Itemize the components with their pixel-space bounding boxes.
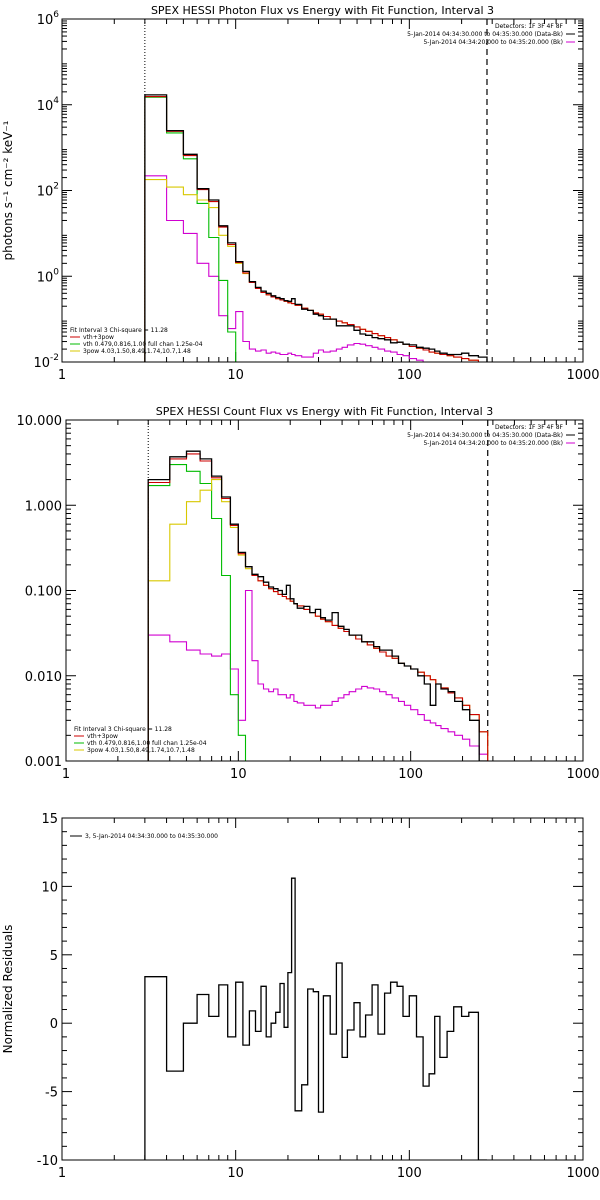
y-tick-exponent: 2 xyxy=(53,182,59,192)
y-tick-label: 104 xyxy=(37,96,60,114)
y-tick-base: 10 xyxy=(37,99,54,114)
legend-entry: 3, 5-Jan-2014 04:34:30.000 to 04:35:30.0… xyxy=(85,833,218,840)
x-tick-label: 10 xyxy=(227,368,244,383)
y-tick-base: 10 xyxy=(33,356,50,371)
legend-detectors: Detectors: 1F 3F 4F 8F xyxy=(495,424,564,431)
photon-flux-panel: SPEX HESSI Photon Flux vs Energy with Fi… xyxy=(1,4,600,383)
legend-detectors: Detectors: 1F 3F 4F 8F xyxy=(495,23,564,30)
y-axis-label: photons s⁻¹ cm⁻² keV⁻¹ xyxy=(1,120,15,260)
plot-frame xyxy=(65,419,584,762)
y-tick-label: -5 xyxy=(45,1086,58,1101)
x-tick-label: 1000 xyxy=(566,1166,599,1181)
y-tick-label: 15 xyxy=(41,812,58,827)
plot-frame xyxy=(61,18,584,363)
y-tick-exponent: 0 xyxy=(53,267,59,277)
series-line xyxy=(147,589,489,761)
plot-area xyxy=(144,877,487,1160)
series-line xyxy=(144,94,488,362)
legend-entry: vth+3pow xyxy=(83,334,114,341)
x-tick-label: 100 xyxy=(398,767,423,782)
y-tick-label: 0 xyxy=(50,1017,58,1032)
legend-fit-interval: Fit Interval 3 Chi-square = 11.28 xyxy=(74,726,172,733)
x-tick-label: 1 xyxy=(58,368,66,383)
chart-title: SPEX HESSI Count Flux vs Energy with Fit… xyxy=(156,405,493,418)
x-tick-label: 10 xyxy=(227,1166,244,1181)
y-tick-label: -10 xyxy=(37,1154,58,1169)
x-tick-label: 100 xyxy=(397,1166,422,1181)
y-tick-label: 102 xyxy=(37,182,59,200)
count-flux-panel: SPEX HESSI Count Flux vs Energy with Fit… xyxy=(17,405,600,782)
y-tick-label: 1.000 xyxy=(25,499,62,514)
y-tick-base: 10 xyxy=(37,185,54,200)
x-tick-label: 1000 xyxy=(566,767,599,782)
y-tick-label: 100 xyxy=(37,267,60,285)
legend-entry: vth 0.479,0.816,1.00 full chan 1.25e-04 xyxy=(87,740,207,747)
y-tick-label: 10 xyxy=(41,880,58,895)
legend-entry: 3pow 4.03,1.50,8.49,1.74,10.7,1.48 xyxy=(87,747,195,754)
y-tick-label: 0.100 xyxy=(25,585,62,600)
y-tick-label: 0.001 xyxy=(25,755,62,770)
y-tick-label: 10-2 xyxy=(33,353,59,371)
y-tick-label: 5 xyxy=(50,949,58,964)
plot-area xyxy=(147,450,489,761)
series-line xyxy=(144,175,487,362)
series-line xyxy=(147,479,489,761)
x-tick-label: 1 xyxy=(62,767,70,782)
legend-data-label: 5-Jan-2014 04:34:30.000 to 04:35:30.000 … xyxy=(407,31,563,38)
x-tick-label: 1000 xyxy=(566,368,599,383)
legend-bk-label: 5-Jan-2014 04:34:20.000 to 04:35:20.000 … xyxy=(423,39,563,46)
y-tick-base: 10 xyxy=(37,270,54,285)
legend-bk-label: 5-Jan-2014 04:34:20.000 to 04:35:20.000 … xyxy=(423,440,563,447)
y-tick-label: 106 xyxy=(37,10,60,28)
y-tick-exponent: -2 xyxy=(50,353,59,363)
y-tick-exponent: 4 xyxy=(53,96,59,106)
x-tick-label: 100 xyxy=(397,368,422,383)
plot-area xyxy=(144,94,488,362)
residuals-panel: 1 10 100 1000 15 10 5 0 -5 -10 Normalized Residual… xyxy=(1,812,600,1181)
y-tick-exponent: 6 xyxy=(53,10,59,20)
series-line xyxy=(147,450,488,761)
series-line xyxy=(144,179,487,362)
chart-title: SPEX HESSI Photon Flux vs Energy with Fi… xyxy=(151,4,494,17)
series-line xyxy=(147,453,489,761)
legend-entry: vth 0.479,0.816,1.00 full chan 1.25e-04 xyxy=(83,341,203,348)
legend-data-label: 5-Jan-2014 04:34:30.000 to 04:35:30.000 … xyxy=(407,432,563,439)
x-tick-label: 10 xyxy=(230,767,247,782)
series-line xyxy=(144,96,487,362)
legend-entry: 3pow 4.03,1.50,8.49,1.74,10.7,1.48 xyxy=(83,348,191,355)
plot-frame xyxy=(61,817,584,1161)
y-tick-base: 10 xyxy=(37,13,54,28)
series-line xyxy=(144,877,487,1160)
x-tick-label: 1 xyxy=(58,1166,66,1181)
legend-entry: vth+3pow xyxy=(87,733,118,740)
legend-fit-interval: Fit Interval 3 Chi-square = 11.28 xyxy=(70,327,168,334)
y-axis-label: Normalized Residuals xyxy=(1,925,15,1054)
y-tick-label: 10.000 xyxy=(17,414,63,429)
y-tick-label: 0.010 xyxy=(25,670,62,685)
